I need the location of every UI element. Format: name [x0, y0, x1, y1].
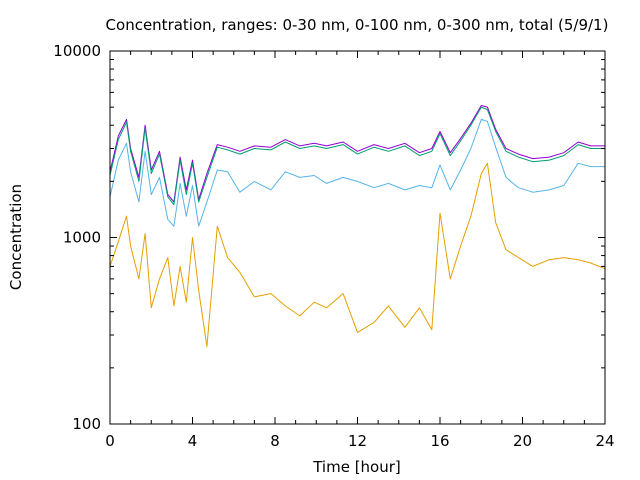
tick-layer: 0 4 8 12 16 20 24 100 1000 10000: [53, 42, 614, 450]
x-tick-label: 8: [270, 432, 280, 450]
y-tick-label: 10000: [53, 42, 101, 60]
plot-frame: [109, 50, 606, 425]
x-tick-label: 16: [430, 432, 449, 450]
x-axis-label: Time [hour]: [312, 458, 401, 476]
y-tick-label: 1000: [63, 229, 101, 247]
series-line-2: [109, 106, 605, 206]
y-axis-label: Concentration: [7, 184, 25, 290]
chart-title: Concentration, ranges: 0-30 nm, 0-100 nm…: [106, 16, 609, 34]
series-line-4: [109, 162, 606, 348]
x-tick-label: 24: [595, 432, 614, 450]
series-line-3: [109, 118, 605, 227]
x-tick-label: 20: [513, 432, 532, 450]
x-tick-label: 0: [105, 432, 115, 450]
series-layer: [109, 105, 606, 348]
x-tick-label: 12: [348, 432, 367, 450]
x-tick-label: 4: [188, 432, 198, 450]
y-tick-label: 100: [72, 415, 101, 433]
